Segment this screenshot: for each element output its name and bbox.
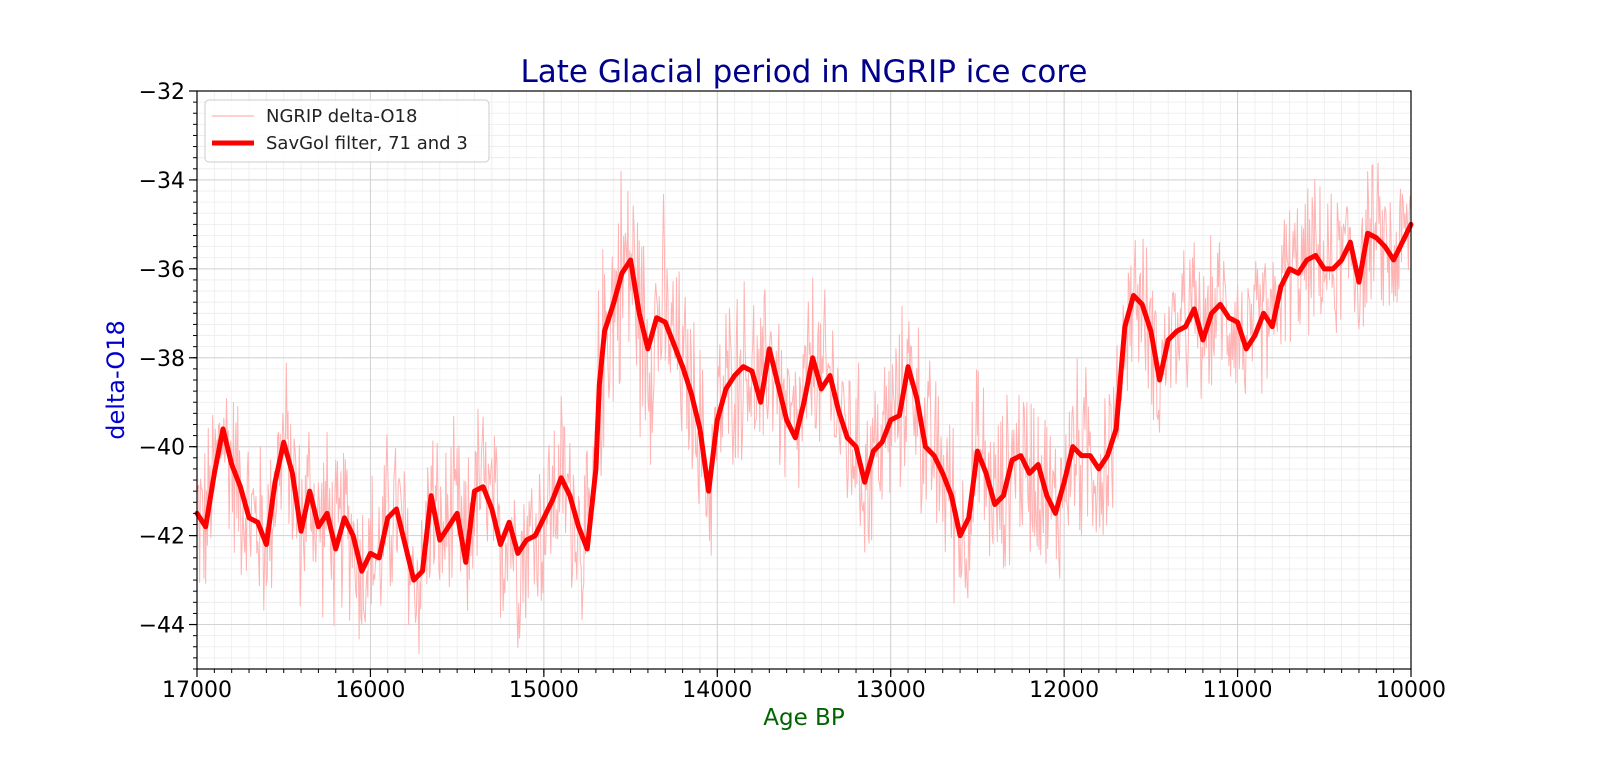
- y-tick-label: −38: [139, 347, 185, 372]
- legend-label-smooth: SavGol filter, 71 and 3: [266, 133, 468, 154]
- legend: NGRIP delta-O18 SavGol filter, 71 and 3: [204, 99, 490, 163]
- chart-title: Late Glacial period in NGRIP ice core: [521, 54, 1088, 90]
- y-tick-label: −42: [139, 525, 185, 550]
- grid-layer: [196, 90, 1412, 670]
- series-raw-line: [196, 162, 1412, 655]
- x-axis-label: Age BP: [763, 705, 845, 731]
- x-tick-label: 13000: [856, 678, 926, 703]
- tick-layer: 17000 16000 15000 14000 13000 12000 11000 10000…: [139, 80, 1446, 703]
- y-tick-label: −44: [139, 614, 185, 639]
- series-smooth-line: [194, 221, 1414, 583]
- y-tick-label: −36: [139, 258, 185, 283]
- y-tick-label: −32: [139, 80, 185, 105]
- data-layer: [194, 162, 1414, 655]
- x-tick-label: 15000: [509, 678, 579, 703]
- legend-label-raw: NGRIP delta-O18: [266, 106, 417, 127]
- legend-box: [204, 99, 490, 163]
- x-tick-label: 10000: [1376, 678, 1446, 703]
- x-tick-label: 12000: [1029, 678, 1099, 703]
- x-tick-label: 11000: [1203, 678, 1273, 703]
- y-tick-label: −34: [139, 169, 185, 194]
- x-tick-label: 17000: [162, 678, 232, 703]
- x-tick-label: 16000: [335, 678, 405, 703]
- y-axis-label: delta-O18: [102, 320, 130, 440]
- x-tick-label: 14000: [682, 678, 752, 703]
- y-tick-label: −40: [139, 436, 185, 461]
